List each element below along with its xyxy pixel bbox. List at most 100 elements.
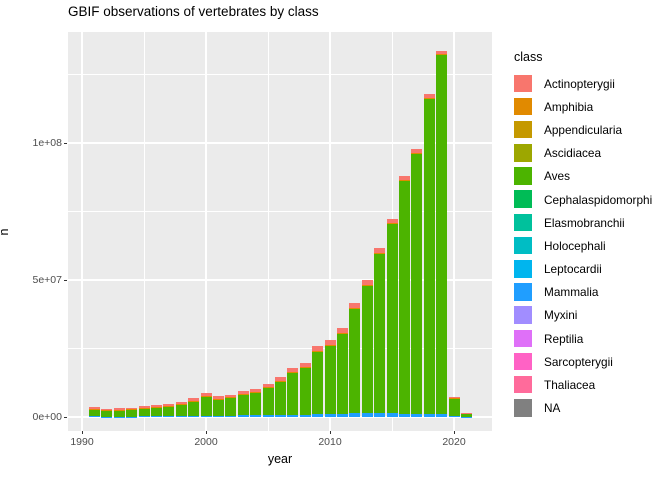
legend-key-swatch (514, 97, 532, 116)
bar-segment-amphibia-2008 (299, 367, 311, 368)
bar-segment-mammalia-1991 (88, 416, 100, 417)
legend-key-swatch (514, 283, 532, 301)
legend-item-label: Cephalaspidomorphi (544, 192, 653, 207)
legend-key-swatch (514, 213, 532, 232)
legend-item-elasmobranchii: Elasmobranchii (514, 211, 625, 234)
legend-title: class (514, 50, 543, 64)
x-tick-mark (205, 431, 207, 434)
legend-item-sarcopterygii: Sarcopterygii (514, 350, 613, 373)
legend-item-label: Leptocardii (544, 262, 602, 277)
bar-segment-aves-1993 (113, 409, 125, 417)
bar-segment-amphibia-2009 (312, 350, 324, 352)
gridline-minor-v (267, 32, 269, 431)
bar-segment-mammalia-2014 (374, 413, 386, 417)
bar-segment-mammalia-1995 (138, 416, 150, 417)
gridline-major-v (205, 32, 207, 431)
bar-segment-actinopterygii-2000 (200, 392, 212, 396)
bar-segment-aves-1997 (163, 406, 175, 417)
legend-item-myxini: Myxini (514, 304, 577, 327)
bar-segment-mammalia-2000 (200, 415, 212, 417)
legend-key-swatch (514, 120, 532, 139)
bar-segment-aves-2008 (299, 367, 311, 415)
x-axis-title: year (267, 452, 293, 466)
legend-item-label: Myxini (544, 308, 578, 323)
bar-segment-actinopterygii-2017 (411, 149, 423, 153)
gridline-major-h (68, 279, 492, 281)
x-tick-label: 1990 (70, 436, 94, 448)
legend-item-label: Ascidiacea (544, 146, 602, 161)
legend-item-amphibia: Amphibia (514, 95, 593, 118)
bar-segment-mammalia-1998 (175, 416, 187, 417)
legend-item-actinopterygii: Actinopterygii (514, 72, 615, 95)
gridline-major-v (453, 32, 455, 431)
y-tick-mark (64, 416, 67, 418)
legend-key-swatch (514, 167, 532, 185)
bar-segment-actinopterygii-2006 (274, 377, 286, 381)
legend-key-swatch (514, 236, 532, 255)
legend-item-reptilia: Reptilia (514, 327, 583, 350)
bar-segment-aves-2001 (212, 399, 224, 416)
bar-segment-amphibia-2014 (374, 252, 386, 254)
bar-segment-aves-2006 (274, 381, 286, 415)
legend-item-leptocardii: Leptocardii (514, 258, 602, 281)
bar-segment-amphibia-2011 (336, 333, 348, 334)
x-tick-mark (329, 431, 331, 434)
bar-segment-actinopterygii-1994 (126, 407, 138, 410)
bar-segment-aves-1996 (150, 407, 162, 417)
legend-key-swatch (514, 260, 532, 278)
bar-segment-mammalia-2006 (274, 414, 286, 417)
bar-segment-mammalia-1996 (150, 416, 162, 417)
legend-key-swatch (514, 74, 532, 92)
bar-segment-amphibia-2015 (386, 223, 398, 224)
y-tick-label: 1e+08 (32, 137, 63, 149)
legend-key-swatch (514, 399, 532, 417)
bar-segment-aves-2014 (374, 253, 386, 414)
bar-segment-amphibia-2006 (274, 380, 286, 382)
y-tick-mark (64, 142, 67, 144)
legend-item-label: Elasmobranchii (544, 215, 625, 230)
x-tick-label: 2000 (194, 436, 218, 448)
bar-segment-aves-2012 (349, 309, 361, 414)
bar-segment-aves-1991 (88, 409, 100, 417)
bar-segment-actinopterygii-1998 (175, 401, 187, 404)
bar-segment-actinopterygii-2015 (386, 218, 398, 223)
bar-segment-aves-1992 (101, 410, 113, 417)
bar-segment-aves-1999 (188, 400, 200, 416)
bar-segment-mammalia-2005 (262, 415, 274, 417)
bar-segment-actinopterygii-2010 (324, 340, 336, 346)
legend-item-mammalia: Mammalia (514, 281, 598, 304)
legend-item-label: Reptilia (544, 331, 584, 346)
legend-item-cephalaspidomorphi: Cephalaspidomorphi (514, 188, 652, 211)
bar-segment-mammalia-2002 (225, 415, 237, 417)
legend-item-label: Holocephali (544, 238, 606, 253)
x-tick-label: 2010 (318, 436, 342, 448)
legend-items: Actinopterygii Amphibia Appendicularia Asci… (514, 72, 652, 420)
bar-segment-aves-2002 (225, 397, 237, 416)
gridline-major-h (68, 416, 492, 418)
x-tick-mark (81, 431, 83, 434)
bar-segment-amphibia-2017 (411, 152, 423, 154)
bar-segment-actinopterygii-2013 (361, 280, 373, 285)
bar-segment-aves-2020 (448, 398, 460, 416)
legend-item-appendicularia: Appendicularia (514, 118, 622, 141)
bar-segment-actinopterygii-2005 (262, 383, 274, 388)
bar-segment-aves-2010 (324, 345, 336, 414)
bar-segment-actinopterygii-1995 (138, 406, 150, 408)
legend-item-label: NA (544, 401, 561, 416)
legend-item-label: Actinopterygii (544, 76, 615, 91)
legend-item-label: Mammalia (544, 285, 599, 300)
bar-segment-actinopterygii-2018 (423, 94, 435, 98)
bar-segment-amphibia-2007 (287, 372, 299, 373)
y-axis-title: n (0, 132, 11, 332)
bar-segment-actinopterygii-2014 (374, 248, 386, 253)
y-tick-label: 0e+00 (32, 411, 63, 423)
bar-segment-amphibia-2018 (423, 97, 435, 99)
legend-item-holocephali: Holocephali (514, 234, 606, 257)
legend-item-label: Aves (544, 169, 571, 184)
legend-item-label: Appendicularia (544, 122, 623, 137)
bar-segment-mammalia-2018 (423, 413, 435, 417)
bar-segment-actinopterygii-2002 (225, 394, 237, 398)
bar-segment-actinopterygii-2019 (436, 50, 448, 54)
bar-segment-aves-2018 (423, 98, 435, 414)
legend-key-swatch (514, 375, 532, 394)
